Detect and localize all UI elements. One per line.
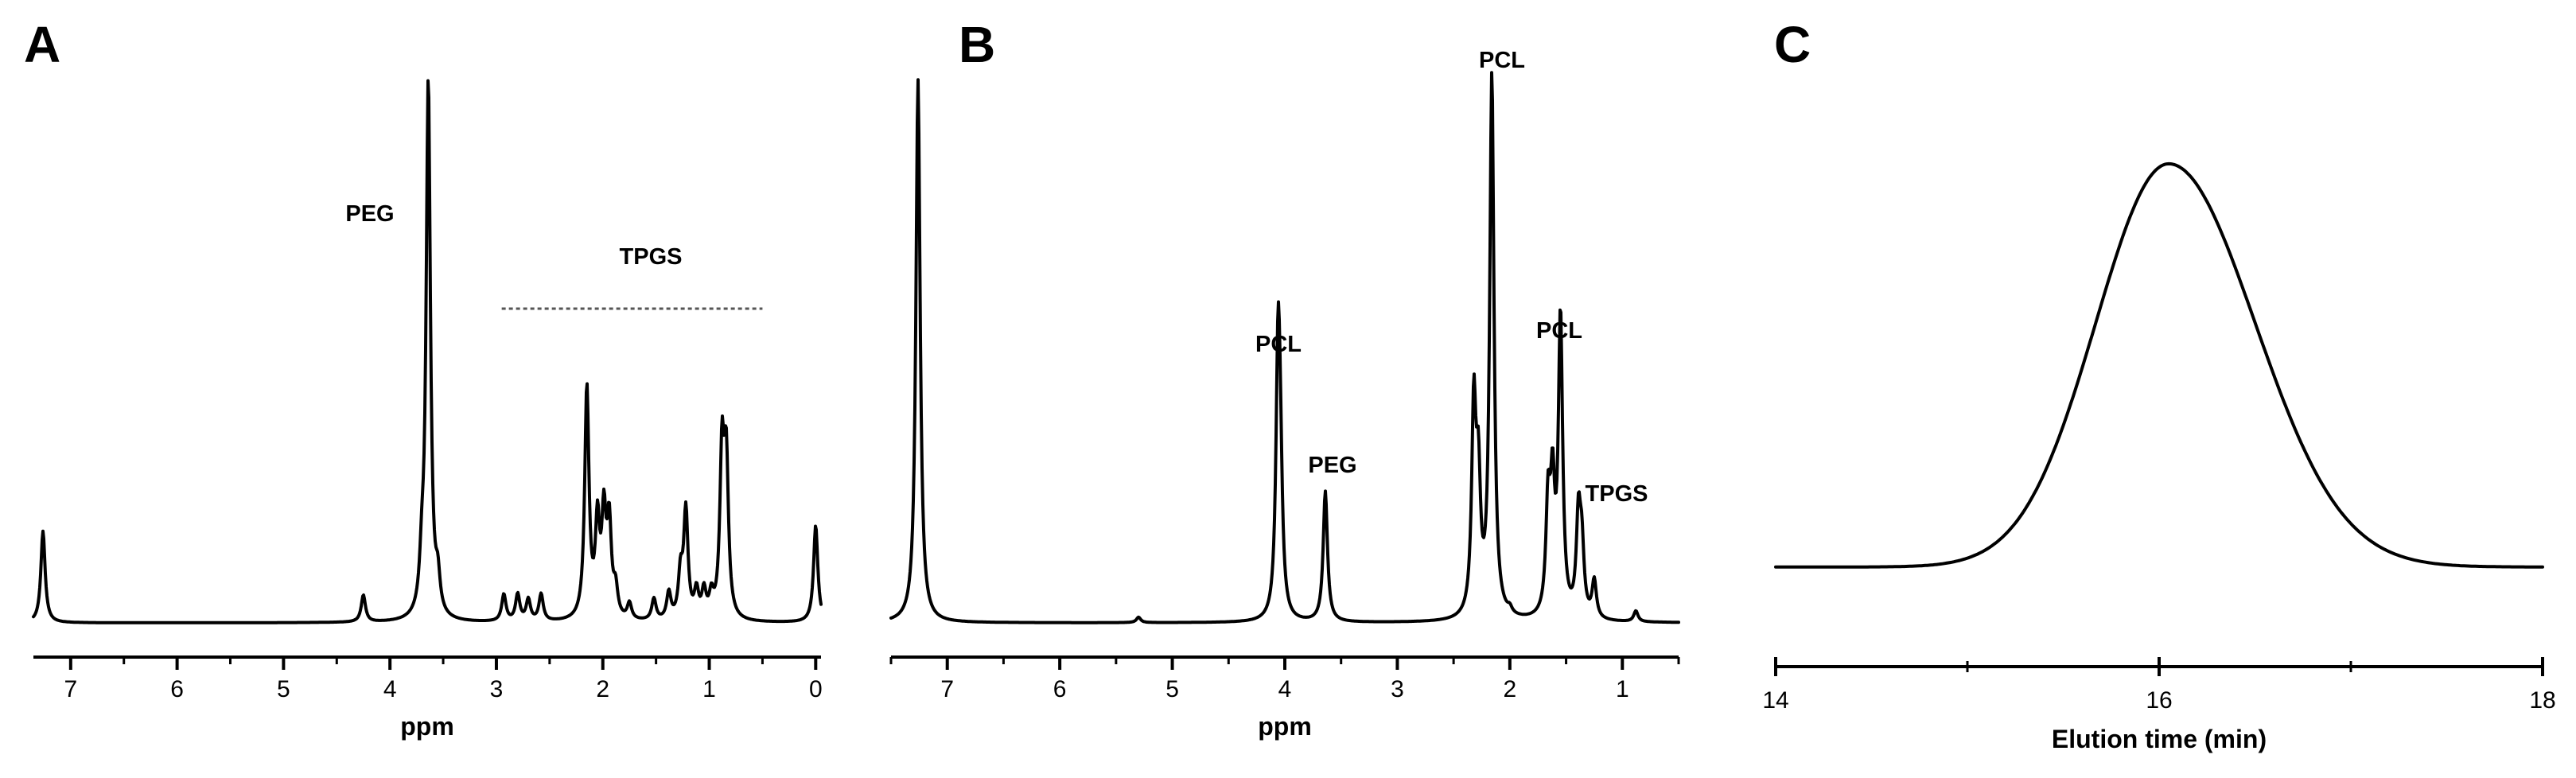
- peak-annotation: TPGS: [1586, 481, 1648, 507]
- x-tick-label: 3: [490, 676, 504, 702]
- x-tick-label: 6: [1053, 676, 1067, 702]
- x-tick-label: 3: [1391, 676, 1404, 702]
- x-tick-label: 5: [277, 676, 290, 702]
- x-tick-label: 18: [2529, 687, 2555, 714]
- x-tick-label: 16: [2146, 687, 2172, 714]
- panel-label-b: B: [959, 16, 995, 73]
- x-axis-label-c: Elution time (min): [2052, 725, 2267, 753]
- x-ticks-a: 7 6 5 4 3 2 1 0: [64, 657, 823, 702]
- x-tick-label: 1: [1616, 676, 1629, 702]
- x-axis-label-b: ppm: [1258, 712, 1312, 741]
- gpc-trace: [1774, 161, 2544, 569]
- x-axis-label-a: ppm: [400, 712, 454, 741]
- annotations-b: PCL PEG PCL PCL TPGS: [1255, 48, 1648, 507]
- x-tick-label: 5: [1165, 676, 1179, 702]
- panel-a: A PEG TPGS 7 6 5 4 3 2 1 0 ppm: [24, 16, 823, 741]
- spectrum-trace-b: [889, 71, 1680, 624]
- peak-annotation: PCL: [1479, 48, 1525, 73]
- x-tick-label: 2: [1504, 676, 1517, 702]
- peak-annotation: PCL: [1536, 318, 1582, 344]
- x-tick-label: 1: [702, 676, 716, 702]
- x-tick-label: 4: [383, 676, 397, 702]
- x-tick-label: 2: [596, 676, 609, 702]
- x-tick-label: 7: [64, 676, 77, 702]
- panel-c: C 14 16 18 Elution time (min): [1762, 16, 2555, 753]
- panel-label-a: A: [24, 16, 60, 73]
- x-tick-label: 14: [1762, 687, 1788, 714]
- panel-b: B PCL PEG PCL PCL TPGS 7 6 5 4 3 2 1 ppm: [889, 16, 1680, 741]
- x-tick-label: 4: [1278, 676, 1292, 702]
- peak-annotation: TPGS: [620, 244, 683, 270]
- peak-annotation: PEG: [345, 201, 394, 227]
- x-tick-label: 0: [809, 676, 823, 702]
- panel-label-c: C: [1774, 16, 1811, 73]
- x-ticks-b: 7 6 5 4 3 2 1: [889, 657, 1680, 702]
- annotations-a: PEG TPGS: [345, 201, 682, 270]
- x-tick-label: 7: [940, 676, 954, 702]
- peak-annotation: PEG: [1308, 453, 1356, 478]
- spectrum-trace-a: [32, 79, 823, 624]
- x-tick-label: 6: [170, 676, 184, 702]
- peak-annotation: PCL: [1255, 332, 1302, 357]
- x-ticks-c: 14 16 18: [1762, 657, 2556, 714]
